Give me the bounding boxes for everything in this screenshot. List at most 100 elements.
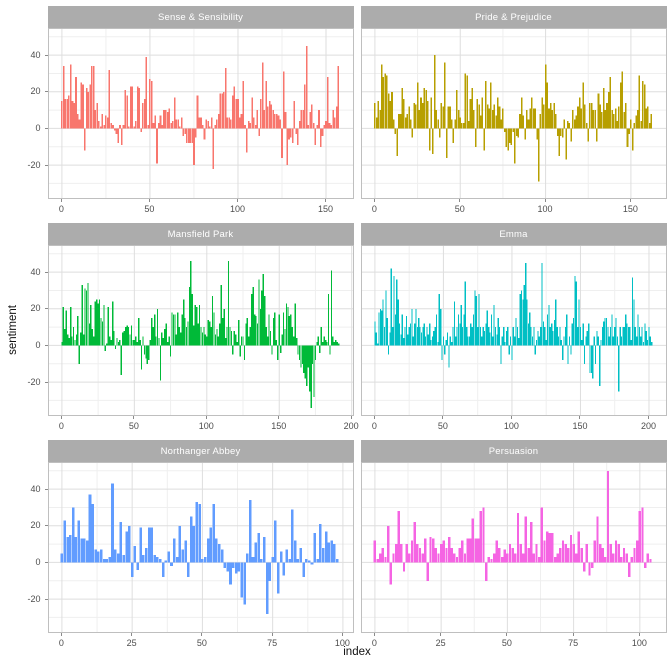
y-tick-label: 0 (35, 556, 41, 567)
x-tick-mark (325, 199, 326, 202)
x-tick-label: 150 (317, 204, 334, 214)
y-tick-mark (44, 164, 48, 166)
y-tick-label: 40 (30, 49, 41, 60)
facet-strip-label: Sense & Sensibility (47, 6, 354, 28)
x-tick-label: 150 (572, 421, 588, 431)
x-tick-label: 75 (267, 638, 278, 648)
x-tick-mark (60, 633, 62, 636)
x-tick-label: 50 (196, 638, 207, 648)
y-tick-label: 20 (30, 86, 41, 97)
y-tick-mark (44, 127, 48, 129)
bar-series (373, 55, 652, 182)
x-tick-label: 50 (454, 204, 465, 214)
y-tick-mark (44, 598, 48, 600)
bar-series (60, 261, 339, 408)
y-tick-label: -20 (27, 376, 41, 387)
x-tick-mark (341, 633, 343, 636)
bar-series (60, 45, 339, 169)
x-tick-label: 0 (58, 638, 64, 648)
x-tick-label: 150 (271, 421, 287, 431)
x-tick-label: 50 (501, 638, 512, 648)
x-tick-label: 75 (568, 638, 579, 648)
x-tick-mark (60, 199, 62, 202)
bar-series (373, 262, 652, 392)
bar-series (60, 483, 339, 614)
x-tick-mark (579, 416, 581, 419)
facet-strip-label: Emma (360, 223, 667, 245)
y-tick-mark (44, 54, 48, 56)
facet-panel (47, 245, 354, 416)
x-tick-label: 25 (435, 638, 446, 648)
x-tick-label: 0 (371, 204, 377, 214)
x-tick-mark (350, 416, 352, 419)
y-tick-mark (44, 308, 48, 310)
y-tick-label: 40 (30, 266, 41, 277)
x-tick-mark (638, 633, 640, 636)
facet-strip-label: Pride & Prejudice (360, 6, 667, 28)
y-tick-mark (44, 525, 48, 527)
x-tick-mark (60, 416, 62, 419)
x-axis-title: index (343, 646, 371, 658)
x-tick-label: 50 (128, 421, 139, 431)
x-tick-mark (201, 633, 203, 636)
y-tick-mark (44, 381, 48, 383)
x-tick-mark (629, 199, 631, 202)
x-tick-label: 100 (229, 204, 245, 214)
x-tick-label: 150 (622, 204, 638, 214)
y-tick-label: 0 (35, 122, 41, 133)
x-tick-mark (373, 199, 375, 202)
y-tick-label: -20 (27, 159, 41, 170)
x-tick-mark (373, 416, 375, 419)
x-tick-label: 100 (537, 204, 553, 214)
x-tick-label: 0 (58, 204, 64, 214)
x-tick-mark (205, 416, 207, 419)
x-tick-label: 100 (503, 421, 519, 431)
x-tick-mark (442, 416, 444, 419)
x-tick-mark (647, 416, 649, 419)
x-tick-mark (131, 633, 133, 636)
x-tick-label: 100 (198, 421, 214, 431)
facet-strip-label: Northanger Abbey (47, 440, 354, 462)
y-tick-mark (44, 91, 48, 93)
y-tick-mark (44, 271, 48, 273)
x-tick-label: 0 (371, 638, 377, 648)
y-tick-label: 40 (30, 483, 41, 494)
x-tick-mark (544, 199, 546, 202)
x-tick-label: 0 (371, 421, 377, 431)
x-tick-mark (459, 199, 461, 202)
x-tick-mark (133, 416, 135, 419)
x-tick-mark (440, 633, 442, 636)
y-tick-mark (44, 344, 48, 346)
y-tick-mark (44, 488, 48, 490)
x-tick-label: 25 (126, 638, 137, 648)
facet-panel (47, 28, 354, 199)
y-tick-mark (44, 561, 48, 563)
x-tick-label: 100 (334, 638, 350, 648)
x-tick-label: 200 (343, 421, 359, 431)
x-tick-mark (148, 199, 150, 202)
y-tick-label: -20 (27, 593, 41, 604)
facet-panel (360, 28, 667, 199)
facet-strip-label: Persuasion (360, 440, 667, 462)
x-tick-label: 50 (437, 421, 448, 431)
facet-panel (360, 462, 667, 633)
x-tick-label: 200 (640, 421, 656, 431)
facet-panel (360, 245, 667, 416)
y-tick-label: 0 (35, 339, 41, 350)
bar-series (373, 470, 652, 585)
x-tick-label: 0 (58, 421, 64, 431)
x-tick-label: 50 (144, 204, 155, 214)
facet-panel (47, 462, 354, 633)
x-tick-mark (236, 199, 238, 202)
x-tick-mark (373, 633, 375, 636)
y-tick-label: 20 (30, 520, 41, 531)
x-tick-mark (572, 633, 574, 636)
x-tick-mark (278, 416, 280, 419)
x-tick-mark (506, 633, 508, 636)
x-tick-label: 100 (631, 638, 647, 648)
x-tick-mark (271, 633, 273, 636)
y-tick-label: 20 (30, 303, 41, 314)
facet-strip-label: Mansfield Park (47, 223, 354, 245)
x-tick-mark (510, 416, 512, 419)
